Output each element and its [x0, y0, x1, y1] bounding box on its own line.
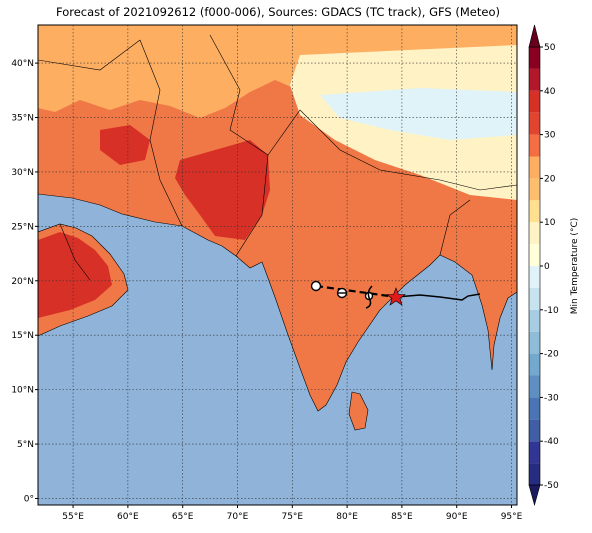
colorbar-tick-label: -20 — [544, 350, 559, 360]
colorbar-band — [529, 441, 540, 464]
x-tick-label: 65°E — [172, 512, 194, 522]
colorbar-tick-label: -10 — [544, 306, 559, 316]
y-tick-label: 20°N — [11, 277, 34, 287]
current-position — [386, 287, 406, 306]
y-tick-label: 0° — [24, 494, 34, 504]
colorbar-band — [529, 68, 540, 91]
colorbar-tick-label: -50 — [544, 481, 559, 491]
colorbar-band — [529, 244, 540, 266]
map — [38, 25, 517, 505]
hot-pakistan — [175, 140, 270, 240]
colorbar-band — [529, 156, 540, 179]
colorbar-band — [529, 222, 540, 245]
colorbar-band — [529, 331, 540, 354]
colorbar-tick-label: -40 — [544, 437, 559, 447]
colorbar-tick-label: -30 — [544, 393, 559, 403]
colorbar-tick-label: 40 — [544, 87, 556, 97]
colorbar-tick-label: 0 — [544, 262, 550, 272]
y-tick-label: 40°N — [11, 59, 34, 69]
map-title: Forecast of 2021092612 (f000-006), Sourc… — [56, 5, 500, 19]
y-tick-label: 5°N — [17, 440, 34, 450]
colorbar-tick-label: 20 — [544, 174, 556, 184]
y-tick-label: 10°N — [11, 386, 34, 396]
colorbar-band — [529, 309, 540, 332]
x-tick-label: 55°E — [62, 512, 84, 522]
colorbar-band — [529, 397, 540, 420]
colorbar-band — [529, 463, 540, 485]
storm-symbol — [365, 285, 373, 309]
x-tick-label: 95°E — [501, 512, 523, 522]
x-tick-label: 85°E — [391, 512, 413, 522]
sri-lanka — [349, 392, 368, 430]
colorbar-band — [529, 266, 540, 288]
hot-iran — [100, 125, 150, 165]
y-tick-label: 35°N — [11, 114, 34, 124]
track-point — [310, 280, 322, 292]
colorbar-label: Min Temperature (°C) — [570, 218, 580, 315]
hot-arabia — [38, 232, 112, 318]
y-tick-label: 30°N — [11, 168, 34, 178]
colorbar-band — [529, 90, 540, 113]
colorbar-over — [528, 24, 541, 48]
colorbar-band — [529, 375, 540, 398]
colorbar-band — [529, 134, 540, 157]
graticule — [38, 25, 517, 505]
colorbar-band — [529, 112, 540, 135]
colorbar-band — [529, 178, 540, 201]
x-tick-label: 60°E — [117, 512, 139, 522]
coastline — [38, 193, 517, 431]
colorbar-band — [529, 47, 540, 69]
colorbar-under — [528, 484, 541, 507]
y-tick-label: 25°N — [11, 222, 34, 232]
x-tick-label: 80°E — [336, 512, 358, 522]
colorbar: -50 -40 -30 -20 -10 0 10 20 30 40 50 — [528, 24, 559, 507]
country-borders — [38, 34, 517, 281]
tibet-cold — [320, 88, 517, 140]
colorbar-tick-label: 50 — [544, 43, 556, 53]
colorbar-band — [529, 287, 540, 310]
colorbar-tick-label: 30 — [544, 131, 556, 141]
map-frame — [37, 24, 518, 506]
axis-labels: 55°E 60°E 65°E 70°E 75°E 80°E 85°E 90°E 95°E 0° 5°… — [11, 59, 522, 522]
track-past — [315, 284, 397, 299]
x-tick-label: 90°E — [446, 512, 468, 522]
y-tick-label: 15°N — [11, 331, 34, 341]
track-forecast — [395, 293, 481, 301]
colorbar-tick-label: 10 — [544, 218, 556, 228]
warm-patch — [140, 35, 240, 80]
x-tick-label: 75°E — [281, 512, 303, 522]
colorbar-band — [529, 200, 540, 223]
colorbar-band — [529, 353, 540, 376]
colorbar-band — [529, 419, 540, 442]
x-tick-label: 70°E — [227, 512, 249, 522]
